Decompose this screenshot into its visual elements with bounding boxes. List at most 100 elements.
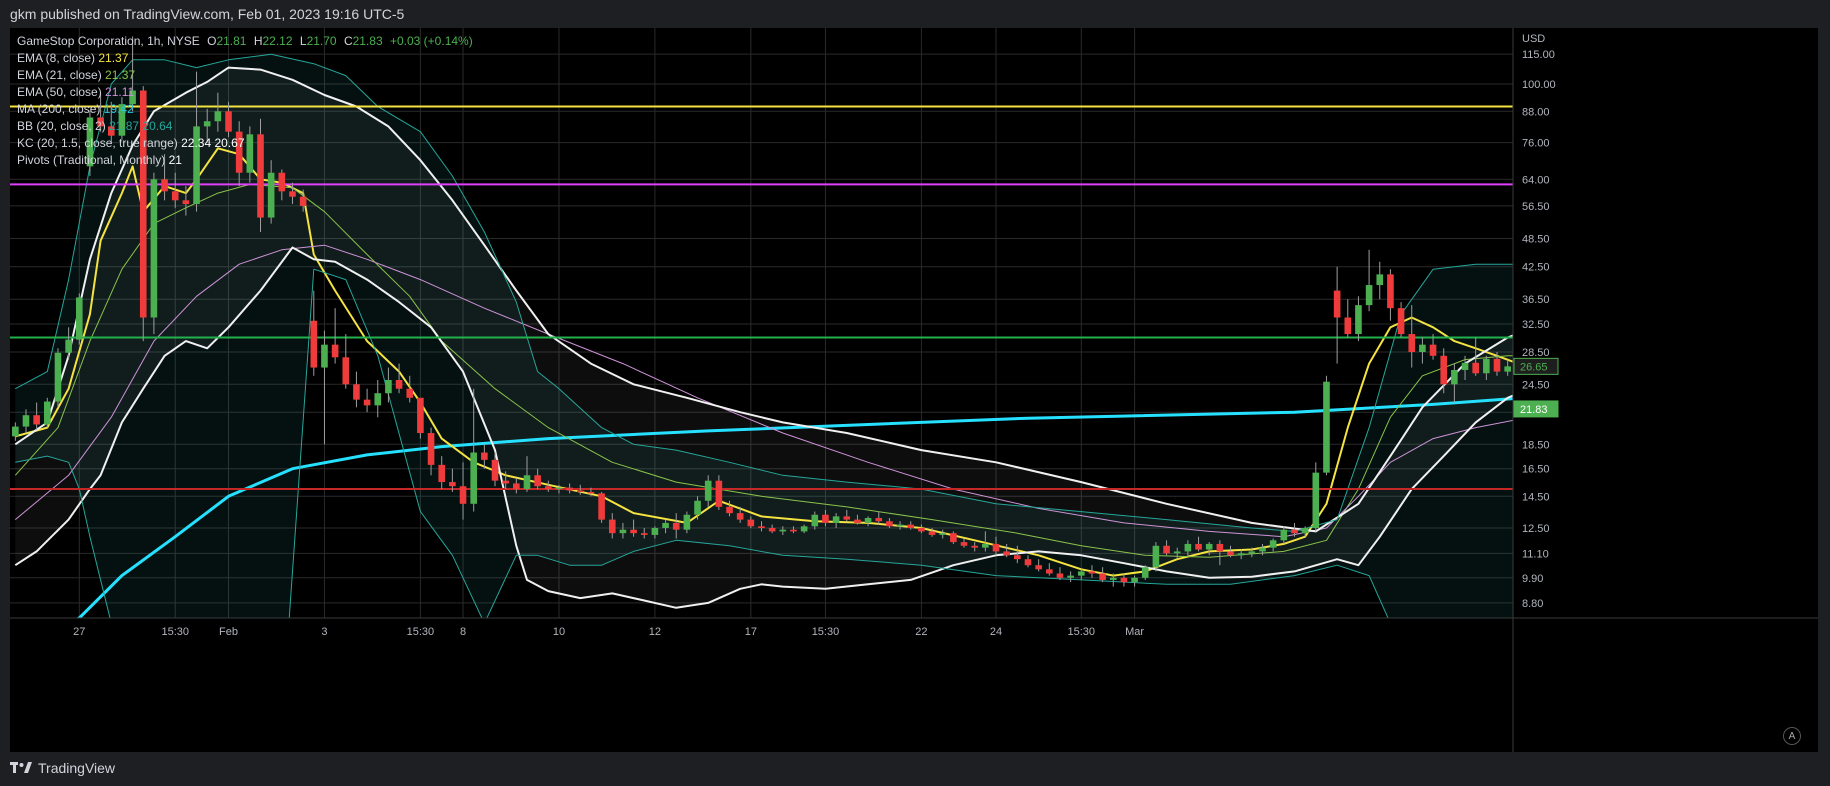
candle: [1365, 249, 1373, 312]
x-tick-label: 12: [649, 626, 661, 638]
candle-body: [161, 179, 168, 192]
candle-body: [1312, 472, 1320, 528]
tradingview-logo[interactable]: TradingView: [10, 760, 115, 776]
candle: [289, 182, 296, 205]
x-tick-label: Mar: [1125, 626, 1144, 638]
candle-body: [1067, 575, 1074, 578]
candle: [1067, 571, 1074, 583]
candle: [182, 186, 190, 216]
x-tick-label: 15:30: [812, 626, 840, 638]
x-tick-label: 17: [745, 626, 757, 638]
x-tick-label: 8: [460, 626, 466, 638]
y-tick-label: 36.50: [1522, 294, 1550, 306]
candle-body: [289, 191, 296, 197]
x-tick-label: 10: [553, 626, 565, 638]
candle: [214, 92, 222, 132]
candle-body: [171, 191, 179, 201]
candle: [299, 189, 307, 212]
candle: [747, 516, 755, 528]
tradingview-icon: [10, 762, 32, 773]
candle: [790, 526, 797, 534]
candle-body: [1227, 551, 1234, 556]
candle-body: [459, 486, 467, 504]
bands: [15, 54, 1513, 618]
candle: [75, 293, 83, 345]
x-tick-label: 22: [915, 626, 927, 638]
candle: [353, 371, 360, 408]
candle-body: [203, 121, 211, 127]
candle-body: [886, 521, 893, 527]
candle-body: [1035, 565, 1042, 570]
price-badge: [1513, 400, 1559, 418]
candle-body: [790, 529, 797, 532]
candle: [854, 514, 861, 525]
candle-body: [1088, 571, 1096, 574]
candle: [459, 462, 467, 520]
candles: [12, 36, 1511, 587]
candle-body: [832, 516, 840, 523]
candle: [1483, 355, 1490, 380]
candle: [918, 524, 925, 534]
auto-scale-button[interactable]: A: [1783, 727, 1801, 745]
candle-body: [427, 433, 435, 465]
candle-body: [950, 533, 957, 543]
candle: [331, 308, 339, 364]
candle: [481, 444, 488, 469]
candle: [1227, 545, 1234, 558]
candle-body: [1333, 290, 1341, 318]
candle-body: [1237, 553, 1245, 556]
candle-body: [587, 491, 595, 494]
candle-body: [513, 483, 520, 490]
y-tick-label: 64.00: [1522, 174, 1550, 186]
candle-body: [1259, 547, 1266, 552]
footer: TradingView: [0, 752, 1830, 786]
candle: [65, 327, 72, 360]
candle-body: [523, 475, 531, 490]
candle: [576, 484, 584, 495]
candle-body: [555, 487, 563, 490]
candle: [406, 375, 414, 403]
chart-pane[interactable]: 115.00 100.00 88.00 76.00 64.00 56.50 48.50 42.…: [10, 28, 1818, 752]
candle-body: [822, 514, 829, 523]
price-chart[interactable]: 115.00 100.00 88.00 76.00 64.00 56.50 48.50 42.…: [10, 28, 1818, 752]
candle: [704, 475, 712, 507]
candle: [694, 496, 701, 520]
candle-body: [1269, 540, 1277, 548]
candle-body: [1408, 334, 1416, 353]
candle-body: [299, 196, 307, 206]
candle-body: [22, 415, 30, 427]
candle-body: [417, 397, 424, 434]
candle: [278, 169, 286, 201]
candle-body: [54, 352, 62, 402]
candle: [864, 516, 872, 527]
candle-body: [1365, 285, 1373, 306]
published-header: gkm published on TradingView.com, Feb 01…: [10, 6, 405, 22]
candle-body: [939, 533, 947, 535]
candle: [1099, 567, 1106, 583]
candle-body: [342, 357, 350, 385]
candle-body: [491, 459, 499, 481]
x-tick-label: 15:30: [407, 626, 435, 638]
candle-body: [576, 490, 584, 492]
candle: [1014, 545, 1021, 564]
indicator-line: [15, 268, 1389, 618]
candle: [1333, 266, 1341, 364]
candle-body: [310, 320, 318, 368]
candle-body: [1163, 545, 1170, 554]
candle-body: [534, 475, 541, 487]
candle-body: [726, 506, 733, 514]
indicator-line: [15, 147, 1513, 577]
candle: [12, 422, 19, 441]
candle: [811, 511, 819, 530]
candle: [1077, 569, 1085, 580]
candle: [107, 101, 115, 143]
candle-body: [1205, 543, 1213, 550]
candle-body: [1014, 555, 1021, 560]
candle-body: [75, 297, 83, 340]
candle: [736, 506, 744, 523]
candle: [715, 475, 723, 510]
candle-body: [992, 543, 1000, 552]
candle-body: [758, 526, 765, 528]
indicator-line: [14, 183, 1513, 558]
candle-body: [640, 533, 648, 535]
